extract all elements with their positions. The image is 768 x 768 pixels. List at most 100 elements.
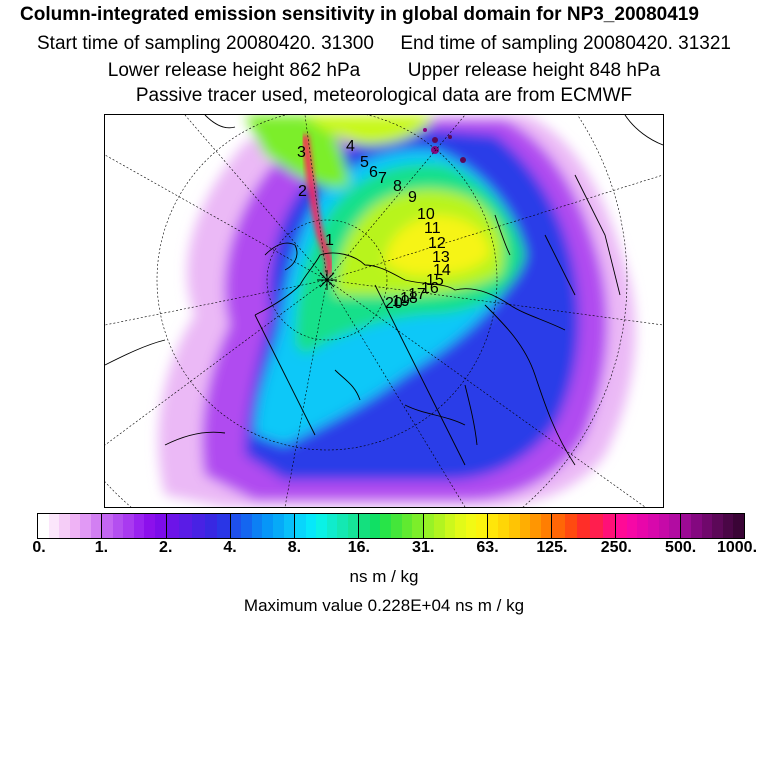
colorbar-tick-label: 8. bbox=[287, 539, 302, 556]
colorbar-swatch bbox=[498, 514, 509, 538]
trajectory-label: 15 bbox=[426, 272, 444, 289]
tracer-note: Passive tracer used, meteorological data… bbox=[135, 85, 633, 106]
colorbar-segment bbox=[38, 514, 103, 538]
colorbar-segment bbox=[359, 514, 424, 538]
colorbar-swatch bbox=[733, 514, 744, 538]
polar-map: 1 2 3 4 5 6 7 8 9 10 11 12 13 14 15 16 1… bbox=[104, 114, 664, 508]
colorbar-swatch bbox=[701, 514, 713, 538]
colorbar-swatch bbox=[337, 514, 348, 538]
colorbar-swatch bbox=[155, 514, 166, 538]
colorbar-tick-label: 0. bbox=[32, 539, 46, 556]
trajectory-label: 18 bbox=[400, 290, 418, 307]
colorbar-swatch bbox=[380, 514, 391, 538]
colorbar-swatch bbox=[166, 514, 180, 538]
trajectory-label: 13 bbox=[432, 249, 450, 266]
colorbar-swatch bbox=[691, 514, 702, 538]
trajectory-label: 14 bbox=[433, 262, 451, 279]
colorbar-swatch bbox=[434, 514, 445, 538]
plot-title: Column-integrated emission sensitivity i… bbox=[20, 4, 699, 25]
colorbar-tick-label: 125. bbox=[536, 539, 568, 556]
colorbar-segment bbox=[166, 514, 231, 538]
colorbar-swatch bbox=[112, 514, 124, 538]
trajectory-label: 12 bbox=[428, 235, 446, 252]
colorbar-swatch bbox=[326, 514, 338, 538]
colorbar-segment bbox=[423, 514, 488, 538]
release-point-marker bbox=[317, 270, 337, 290]
colorbar-swatch bbox=[347, 514, 359, 538]
trajectory-label: 1 bbox=[325, 232, 334, 249]
colorbar-tick-label: 4. bbox=[223, 539, 237, 556]
colorbar-swatch bbox=[359, 514, 370, 538]
colorbar-segment bbox=[102, 514, 167, 538]
colorbar-tick-label: 250. bbox=[600, 539, 632, 556]
graticule bbox=[105, 115, 663, 507]
colorbar-swatch bbox=[295, 514, 306, 538]
colorbar-swatch bbox=[508, 514, 520, 538]
colorbar-swatch bbox=[48, 514, 60, 538]
maximum-value-text: Maximum value 0.228E+04 ns m / kg bbox=[243, 596, 525, 615]
trajectory-label: 8 bbox=[393, 178, 402, 195]
colorbar-swatch bbox=[283, 514, 295, 538]
colorbar-swatch bbox=[144, 514, 155, 538]
colorbar-tick-label: 31. bbox=[412, 539, 435, 556]
colorbar-swatch bbox=[444, 514, 456, 538]
trajectory-label: 3 bbox=[297, 144, 306, 161]
trajectory-label: 4 bbox=[346, 138, 355, 155]
colorbar-swatch bbox=[401, 514, 413, 538]
colorbar-swatch bbox=[262, 514, 273, 538]
colorbar-segment bbox=[230, 514, 296, 538]
lower-release-text: Lower release height 862 hPa bbox=[107, 60, 361, 81]
colorbar-swatch bbox=[102, 514, 113, 538]
sampling-times: Start time of sampling 20080420. 31300 E… bbox=[0, 33, 768, 55]
colorbar-segment bbox=[680, 514, 744, 538]
colorbar-swatch bbox=[658, 514, 670, 538]
colorbar-swatch bbox=[272, 514, 284, 538]
colorbar-swatch bbox=[602, 514, 616, 538]
colorbar-swatch bbox=[680, 514, 692, 538]
colorbar-swatch bbox=[80, 514, 91, 538]
colorbar-swatch bbox=[577, 514, 591, 538]
colorbar-swatch bbox=[204, 514, 218, 538]
colorbar-tick-label: 1. bbox=[94, 539, 109, 556]
colorbar-swatch bbox=[191, 514, 205, 538]
coastlines bbox=[105, 115, 663, 466]
colorbar-swatch bbox=[669, 514, 680, 538]
colorbar-swatch bbox=[712, 514, 723, 538]
colorbar-swatch bbox=[123, 514, 134, 538]
colorbar-swatch bbox=[241, 514, 252, 538]
colorbar-swatch bbox=[722, 514, 734, 538]
colorbar-units: ns m / kg bbox=[349, 567, 419, 586]
colorbar-swatch bbox=[305, 514, 317, 538]
colorbar-swatch bbox=[519, 514, 531, 538]
start-sampling-text: Start time of sampling 20080420. 31300 bbox=[37, 33, 374, 54]
colorbar-swatch bbox=[455, 514, 466, 538]
colorbar-swatch bbox=[412, 514, 423, 538]
trajectory-label: 6 bbox=[369, 164, 378, 181]
colorbar-tick-label: 16. bbox=[347, 539, 370, 556]
colorbar-swatch bbox=[90, 514, 102, 538]
colorbar-tick-label: 2. bbox=[159, 539, 173, 556]
trajectory-label: 9 bbox=[408, 189, 417, 206]
colorbar-swatch bbox=[423, 514, 435, 538]
trajectory-label: 11 bbox=[424, 220, 441, 237]
colorbar-swatch bbox=[59, 514, 70, 538]
colorbar-segment bbox=[616, 514, 681, 538]
colorbar-swatch bbox=[616, 514, 627, 538]
trajectory-plume bbox=[301, 134, 333, 277]
colorbar-swatch bbox=[316, 514, 327, 538]
colorbar-swatch bbox=[487, 514, 499, 538]
trajectory-label: 7 bbox=[378, 170, 387, 187]
trajectory-label: 16 bbox=[421, 280, 439, 297]
colorbar-swatch bbox=[69, 514, 81, 538]
colorbar-swatch bbox=[626, 514, 638, 538]
colorbar-swatch bbox=[637, 514, 649, 538]
trajectory-label: 20 bbox=[385, 295, 403, 312]
trajectory-label: 17 bbox=[408, 286, 426, 303]
colorbar-swatch bbox=[38, 514, 49, 538]
high-value-spots bbox=[423, 128, 466, 163]
colorbar-swatch bbox=[476, 514, 487, 538]
upper-release-text: Upper release height 848 hPa bbox=[407, 60, 661, 81]
sensitivity-field bbox=[105, 115, 663, 507]
colorbar-swatch bbox=[133, 514, 145, 538]
colorbar-segment bbox=[295, 514, 360, 538]
